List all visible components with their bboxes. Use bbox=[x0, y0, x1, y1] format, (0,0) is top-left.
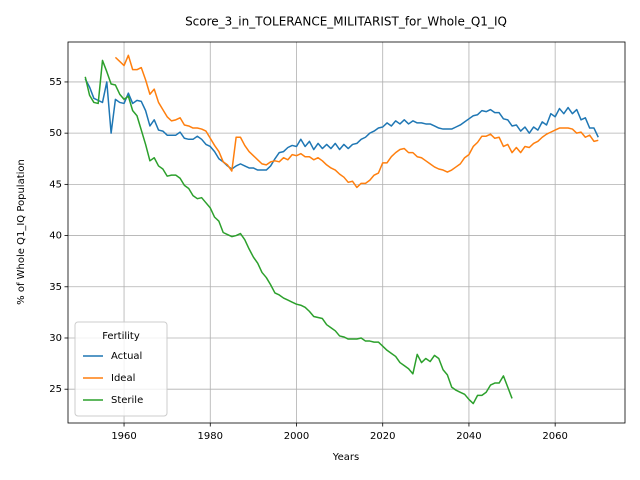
legend-label: Sterile bbox=[111, 395, 143, 406]
y-tick-label: 50 bbox=[49, 128, 62, 139]
legend-box bbox=[74, 321, 168, 417]
x-tick-label: 1980 bbox=[198, 431, 223, 442]
plot-frame bbox=[67, 41, 626, 424]
chart-title: Score_3_in_TOLERANCE_MILITARIST_for_Whol… bbox=[185, 15, 507, 29]
x-tick-label: 2000 bbox=[284, 431, 309, 442]
y-tick-label: 45 bbox=[49, 179, 62, 190]
legend: Fertility Actual Ideal Sterile bbox=[74, 321, 168, 417]
data-line bbox=[114, 54, 599, 189]
y-tick-label: 25 bbox=[49, 384, 62, 395]
legend-title: Fertility bbox=[102, 331, 140, 342]
x-axis-label: Years bbox=[332, 452, 359, 463]
y-tick-label: 35 bbox=[49, 282, 62, 293]
x-tick-label: 2020 bbox=[370, 431, 395, 442]
y-tick-label: 55 bbox=[49, 77, 62, 88]
y-axis-label: % of Whole Q1_IQ Population bbox=[16, 159, 27, 305]
data-line bbox=[84, 78, 599, 171]
legend-label: Actual bbox=[111, 351, 142, 362]
y-tick-label: 30 bbox=[49, 333, 62, 344]
x-tick-label: 1960 bbox=[111, 431, 136, 442]
legend-label: Ideal bbox=[111, 373, 135, 384]
x-tick-label: 2040 bbox=[456, 431, 481, 442]
y-tick-label: 40 bbox=[49, 231, 62, 242]
x-tick-label: 2060 bbox=[542, 431, 567, 442]
data-line bbox=[84, 59, 513, 405]
